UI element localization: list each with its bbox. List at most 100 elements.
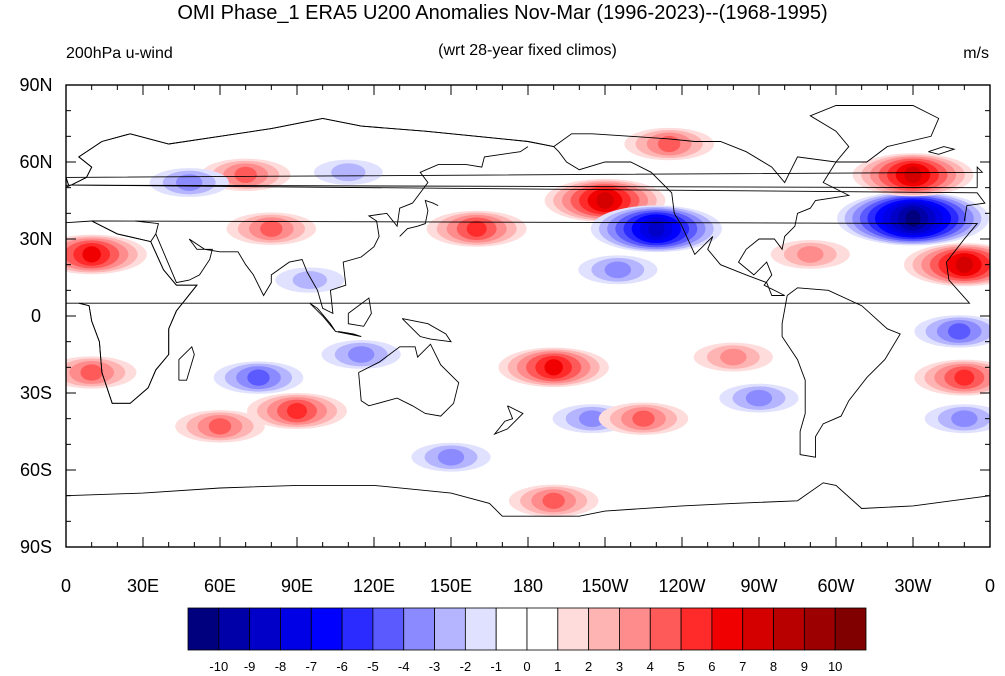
lat-tick-label: 60N bbox=[19, 152, 52, 172]
anomaly-contour bbox=[905, 209, 921, 227]
colorbar-box bbox=[742, 607, 774, 651]
colorbar-box bbox=[495, 607, 528, 651]
latitude-labels: 90N 60N 30N 0 30S 60S 90S bbox=[19, 75, 52, 557]
anomaly-feature bbox=[598, 402, 689, 435]
anomaly-contour bbox=[331, 163, 366, 182]
colorbar-box bbox=[434, 607, 466, 651]
colorbar-label: -3 bbox=[429, 659, 441, 674]
colorbar-label: 4 bbox=[647, 659, 654, 674]
anomaly-feature bbox=[247, 392, 347, 429]
colorbar bbox=[187, 607, 867, 651]
anomaly-feature bbox=[213, 361, 304, 394]
lat-tick-label: 90N bbox=[19, 75, 52, 95]
anomaly-feature bbox=[837, 191, 989, 246]
colorbar-box bbox=[680, 607, 713, 651]
anomaly-feature bbox=[719, 383, 799, 413]
coastline bbox=[66, 482, 990, 517]
anomaly-feature bbox=[924, 404, 990, 434]
anomaly-feature bbox=[498, 347, 609, 388]
anomaly-contour bbox=[544, 359, 563, 376]
anomaly-contour bbox=[437, 448, 465, 466]
coastline bbox=[66, 165, 984, 189]
lon-tick-label: 0 bbox=[61, 576, 71, 596]
colorbar-box bbox=[218, 607, 251, 651]
anomaly-contour bbox=[542, 492, 565, 509]
lat-tick-label: 90S bbox=[20, 537, 52, 557]
anomaly-contour bbox=[292, 271, 328, 289]
coastline bbox=[809, 105, 940, 163]
anomaly-shading bbox=[66, 127, 990, 517]
colorbar-box bbox=[187, 607, 220, 651]
coastline bbox=[178, 345, 195, 381]
coastline bbox=[358, 343, 460, 417]
colorbar-label: -2 bbox=[460, 659, 472, 674]
anomaly-feature bbox=[578, 255, 658, 285]
coastline bbox=[781, 287, 901, 458]
map-background bbox=[66, 85, 990, 547]
anomaly-feature bbox=[66, 234, 147, 275]
anomaly-contour bbox=[745, 389, 773, 407]
colorbar-box bbox=[372, 607, 405, 651]
colorbar-label: 8 bbox=[770, 659, 777, 674]
colorbar-label: -5 bbox=[367, 659, 379, 674]
units-label: m/s bbox=[963, 45, 989, 62]
coastline bbox=[135, 220, 159, 242]
colorbar-box bbox=[711, 607, 744, 651]
coastline bbox=[553, 133, 851, 296]
colorbar-box bbox=[310, 607, 343, 651]
lon-tick-label: 0 bbox=[985, 576, 995, 596]
colorbar-box bbox=[773, 607, 805, 651]
coastline bbox=[66, 220, 198, 404]
anomaly-feature bbox=[914, 359, 990, 396]
variable-label: 200hPa u-wind bbox=[66, 45, 173, 62]
anomaly-feature bbox=[426, 210, 527, 247]
subtitle-label: (wrt 28-year fixed climos) bbox=[438, 42, 617, 59]
anomaly-contour bbox=[596, 192, 614, 209]
lat-tick-label: 30S bbox=[20, 383, 52, 403]
lat-tick-label: 30N bbox=[19, 229, 52, 249]
colorbar-label: 0 bbox=[523, 659, 530, 674]
anomaly-contour bbox=[657, 135, 681, 153]
colorbar-label: -10 bbox=[209, 659, 228, 674]
anomaly-feature bbox=[313, 159, 383, 185]
colorbar-box bbox=[526, 607, 559, 651]
anomaly-contour bbox=[466, 220, 487, 237]
colorbar-box bbox=[341, 607, 374, 651]
coastline bbox=[493, 405, 524, 436]
colorbar-label: 3 bbox=[616, 659, 623, 674]
colorbar-label: -6 bbox=[336, 659, 348, 674]
colorbar-label: 6 bbox=[708, 659, 715, 674]
anomaly-contour bbox=[604, 261, 632, 279]
anomaly-contour bbox=[260, 220, 283, 237]
anomaly-contour bbox=[648, 220, 665, 238]
colorbar-label: 5 bbox=[677, 659, 684, 674]
anomaly-contour bbox=[82, 246, 101, 263]
anomaly-feature bbox=[66, 356, 137, 389]
anomaly-feature bbox=[770, 240, 850, 269]
coastline bbox=[335, 330, 362, 337]
coastline bbox=[347, 297, 372, 327]
anomaly-feature bbox=[693, 342, 773, 372]
coastline bbox=[309, 302, 336, 332]
colorbar-box bbox=[619, 607, 651, 651]
lon-tick-label: 30E bbox=[127, 576, 159, 596]
coastline bbox=[155, 146, 529, 315]
colorbar-label: 7 bbox=[739, 659, 746, 674]
colorbar-label: 9 bbox=[801, 659, 808, 674]
coastline bbox=[928, 146, 956, 155]
anomaly-feature bbox=[175, 410, 265, 443]
lon-tick-label: 150W bbox=[581, 576, 628, 596]
lat-tick-label: 0 bbox=[31, 306, 41, 326]
chart-title: OMI Phase_1 ERA5 U200 Anomalies Nov-Mar … bbox=[177, 2, 828, 24]
anomaly-feature bbox=[852, 153, 974, 197]
anomaly-contour bbox=[234, 166, 257, 183]
colorbar-label: 1 bbox=[554, 659, 561, 674]
lon-tick-label: 90W bbox=[740, 576, 777, 596]
anomaly-feature bbox=[275, 267, 345, 293]
lon-tick-label: 60W bbox=[817, 576, 854, 596]
coastline bbox=[399, 199, 439, 237]
anomaly-contour bbox=[954, 369, 975, 386]
colorbar-labels: -10 -9 -8 -7 -6 -5 -4 -3 -2 -1 0 1 2 3 4 5 6 7 8 9 10 bbox=[209, 659, 842, 674]
colorbar-box bbox=[403, 607, 435, 651]
